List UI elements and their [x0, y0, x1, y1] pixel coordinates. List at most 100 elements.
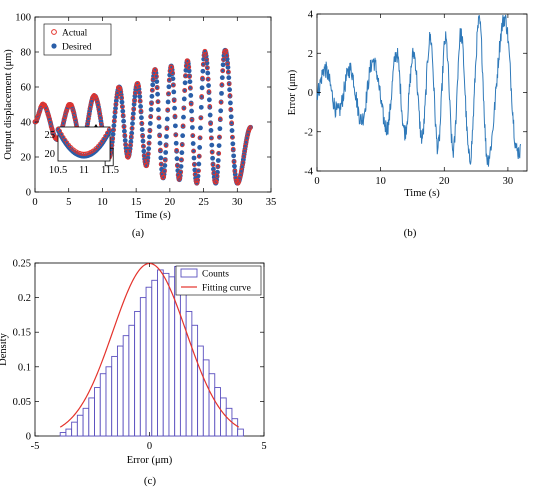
- actual-point: [48, 124, 54, 130]
- desired-point: [181, 114, 186, 120]
- actual-point: [162, 168, 167, 174]
- actual-point: [129, 125, 135, 131]
- desired-point: [171, 97, 177, 103]
- desired-point: [121, 118, 127, 124]
- desired-point: [174, 148, 180, 154]
- actual-point: [204, 57, 209, 63]
- inset-actual-point: [105, 130, 110, 135]
- legend-desired-marker: [51, 43, 57, 49]
- desired-point: [205, 70, 211, 76]
- actual-point: [113, 101, 119, 107]
- inset-ytick-label: 25: [45, 130, 56, 141]
- chart-c: -5 0 500.050.10.150.20.25 Error (μm) Densi…: [0, 259, 267, 488]
- desired-point: [129, 130, 135, 136]
- actual-point: [209, 135, 214, 141]
- actual-point: [161, 174, 167, 180]
- desired-point: [214, 174, 220, 180]
- desired-point: [206, 83, 211, 88]
- actual-point: [182, 88, 188, 93]
- actual-point: [199, 94, 205, 99]
- desired-point: [138, 109, 144, 115]
- histogram-bar: [202, 359, 210, 437]
- desired-point: [198, 125, 203, 131]
- chart-a-ytick-label: 40: [21, 118, 32, 129]
- desired-point: [199, 85, 205, 91]
- chart-a-xtick-label: 5: [66, 197, 71, 208]
- desired-point: [188, 93, 194, 98]
- desired-point: [128, 135, 134, 141]
- actual-point: [238, 168, 244, 174]
- legend-counts-label: Counts: [202, 270, 229, 280]
- series-actual: [32, 48, 253, 186]
- chart-b-xtick-label: 10: [375, 176, 386, 187]
- actual-point: [60, 121, 66, 126]
- actual-point: [220, 68, 226, 73]
- chart-c-ytick-label: 0.2: [18, 293, 31, 304]
- actual-point: [94, 99, 100, 104]
- desired-point: [191, 155, 197, 161]
- desired-point: [227, 87, 232, 93]
- desired-point: [216, 143, 222, 149]
- actual-point: [114, 94, 120, 100]
- desired-point: [230, 141, 236, 147]
- chart-c-ytick-label: 0.1: [18, 362, 31, 373]
- actual-point: [188, 85, 193, 91]
- actual-point: [227, 93, 233, 98]
- actual-point: [218, 100, 224, 105]
- actual-point: [128, 134, 134, 139]
- chart-c-xtick-label: 5: [261, 441, 266, 452]
- actual-point: [94, 96, 99, 102]
- inset-actual-point: [101, 136, 106, 142]
- actual-point: [49, 126, 55, 132]
- actual-point: [189, 117, 195, 123]
- desired-point: [156, 124, 162, 129]
- actual-point: [119, 95, 124, 100]
- desired-point: [198, 104, 204, 110]
- actual-point: [149, 87, 155, 93]
- chart-a-xlabel: Time (s): [135, 210, 171, 221]
- actual-point: [192, 171, 198, 177]
- desired-point: [190, 141, 196, 146]
- actual-point: [96, 107, 102, 112]
- actual-point: [166, 77, 172, 83]
- actual-point: [86, 111, 92, 117]
- legend-actual-marker: [51, 29, 57, 35]
- histogram-bar: [111, 355, 118, 437]
- actual-point: [177, 175, 183, 180]
- actual-point: [241, 153, 247, 159]
- actual-point: [240, 160, 246, 166]
- actual-point: [93, 94, 99, 100]
- actual-point: [181, 105, 187, 111]
- desired-point: [220, 62, 226, 68]
- actual-point: [226, 81, 232, 87]
- actual-point: [230, 146, 236, 152]
- chart-b-ytick-label: 0: [308, 88, 313, 99]
- actual-point: [165, 107, 171, 113]
- chart-b-ytick-label: -4: [304, 167, 313, 178]
- histogram-bar: [59, 432, 67, 437]
- actual-point: [98, 115, 103, 120]
- desired-point: [162, 163, 168, 168]
- actual-point: [237, 175, 243, 181]
- desired-point: [130, 121, 135, 126]
- actual-point: [148, 114, 154, 120]
- actual-point: [242, 148, 247, 154]
- histogram-bar: [105, 366, 113, 437]
- actual-point: [210, 162, 216, 168]
- chart-c-ytick-label: 0.25: [13, 259, 31, 270]
- desired-point: [140, 138, 146, 144]
- desired-point: [154, 79, 160, 84]
- chart-c-legend: Counts Fitting curve: [175, 265, 262, 296]
- actual-point: [213, 179, 219, 185]
- desired-point: [188, 100, 194, 106]
- chart-a-ytick-label: 20: [21, 153, 32, 164]
- histogram-bar: [145, 286, 153, 437]
- panel-label-b: (b): [404, 227, 417, 239]
- actual-point: [116, 85, 122, 91]
- histogram-bar: [99, 373, 107, 437]
- actual-point: [155, 99, 161, 105]
- desired-point: [232, 163, 237, 169]
- actual-point: [141, 143, 146, 149]
- histogram-bar: [134, 310, 141, 437]
